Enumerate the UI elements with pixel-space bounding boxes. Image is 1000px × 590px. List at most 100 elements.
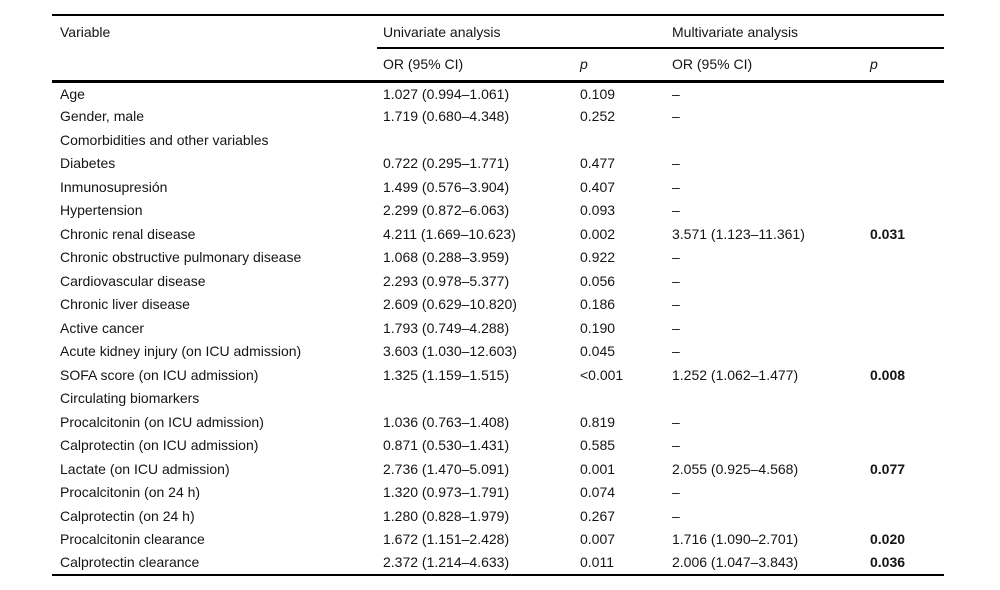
table-row: SOFA score (on ICU admission) 1.325 (1.1… — [52, 363, 944, 387]
multivariate-p-cell — [864, 481, 944, 505]
multivariate-p-cell: 0.020 — [870, 531, 906, 548]
multivariate-p-cell — [864, 316, 944, 340]
table-row: Active cancer 1.793 (0.749–4.288) 0.190 … — [52, 316, 944, 340]
multivariate-or-cell: – — [672, 178, 680, 195]
table-row: Comorbidities and other variables — [52, 128, 944, 152]
multivariate-p-cell — [864, 199, 944, 223]
multivariate-p-cell: 0.077 — [870, 460, 906, 477]
variable-cell: Calprotectin (on ICU admission) — [60, 437, 259, 454]
multivariate-p-cell — [864, 152, 944, 176]
regression-table: Variable Univariate analysis Multivariat… — [52, 14, 944, 576]
univariate-p-cell: 0.045 — [580, 343, 616, 360]
multivariate-or-cell: – — [672, 319, 680, 336]
univariate-p-cell: 0.267 — [580, 507, 616, 524]
table-row: Cardiovascular disease 2.293 (0.978–5.37… — [52, 269, 944, 293]
variable-cell: Lactate (on ICU admission) — [60, 460, 230, 477]
univariate-or-cell — [377, 387, 574, 411]
univariate-p-cell: 0.074 — [580, 484, 616, 501]
table-row: Inmunosupresión 1.499 (0.576–3.904) 0.40… — [52, 175, 944, 199]
variable-cell: Acute kidney injury (on ICU admission) — [60, 343, 302, 360]
univariate-or-cell: 2.736 (1.470–5.091) — [383, 460, 510, 477]
univariate-or-cell: 1.027 (0.994–1.061) — [383, 85, 510, 102]
table-row: Calprotectin (on ICU admission) 0.871 (0… — [52, 434, 944, 458]
univariate-p-cell: 0.186 — [580, 296, 616, 313]
multivariate-or-cell: – — [672, 202, 680, 219]
multivariate-p-cell — [864, 387, 944, 411]
multivariate-or-cell: – — [672, 413, 680, 430]
multivariate-or-cell: – — [672, 85, 680, 102]
variable-cell: Comorbidities and other variables — [60, 131, 269, 148]
multivariate-or-cell: – — [672, 155, 680, 172]
univariate-or-cell: 3.603 (1.030–12.603) — [383, 343, 517, 360]
univariate-p-cell: 0.585 — [580, 437, 616, 454]
variable-cell: Procalcitonin clearance — [60, 531, 205, 548]
univariate-or-cell: 2.299 (0.872–6.063) — [383, 202, 510, 219]
variable-cell: Diabetes — [60, 155, 116, 172]
univariate-p-cell: 0.007 — [580, 531, 616, 548]
univariate-p-cell: 0.093 — [580, 202, 616, 219]
multivariate-or-header: OR (95% CI) — [666, 48, 864, 83]
multivariate-p-cell — [864, 246, 944, 270]
multivariate-p-header: p — [864, 48, 944, 83]
univariate-p-cell: 0.252 — [580, 108, 616, 125]
sub-header-row: OR (95% CI) p OR (95% CI) p — [52, 48, 944, 83]
multivariate-or-cell — [666, 387, 864, 411]
variable-cell: Chronic obstructive pulmonary disease — [60, 249, 302, 266]
multivariate-or-cell: – — [672, 249, 680, 266]
table-row: Chronic renal disease 4.211 (1.669–10.62… — [52, 222, 944, 246]
multivariate-p-cell — [864, 340, 944, 364]
multivariate-or-cell: – — [672, 484, 680, 501]
multivariate-group-header: Multivariate analysis — [666, 14, 944, 49]
multivariate-p-cell — [864, 128, 944, 152]
multivariate-p-cell — [864, 434, 944, 458]
univariate-or-cell: 1.280 (0.828–1.979) — [383, 507, 510, 524]
table-row: Acute kidney injury (on ICU admission) 3… — [52, 340, 944, 364]
table-row: Diabetes 0.722 (0.295–1.771) 0.477 – — [52, 152, 944, 176]
variable-cell: Inmunosupresión — [60, 178, 168, 195]
multivariate-or-cell: – — [672, 507, 680, 524]
univariate-or-cell: 2.372 (1.214–4.633) — [377, 551, 574, 576]
table-row: Lactate (on ICU admission) 2.736 (1.470–… — [52, 457, 944, 481]
univariate-p-cell: 0.002 — [580, 225, 616, 242]
univariate-or-cell: 2.609 (0.629–10.820) — [383, 296, 517, 313]
variable-cell: SOFA score (on ICU admission) — [60, 366, 259, 383]
univariate-p-cell: 0.109 — [580, 85, 616, 102]
univariate-or-header: OR (95% CI) — [377, 48, 574, 83]
variable-cell: Procalcitonin (on ICU admission) — [60, 413, 264, 430]
univariate-or-cell: 2.293 (0.978–5.377) — [383, 272, 510, 289]
multivariate-p-cell: 0.031 — [870, 225, 906, 242]
variable-subheader-spacer — [52, 48, 377, 83]
univariate-p-cell — [574, 387, 666, 411]
table-row: Age 1.027 (0.994–1.061) 0.109 – — [52, 81, 944, 105]
multivariate-or-cell: – — [672, 272, 680, 289]
univariate-or-cell: 1.036 (0.763–1.408) — [383, 413, 510, 430]
variable-column-header: Variable — [52, 14, 377, 48]
table-row: Calprotectin clearance 2.372 (1.214–4.63… — [52, 551, 944, 576]
table-row: Chronic obstructive pulmonary disease 1.… — [52, 246, 944, 270]
multivariate-p-cell — [864, 410, 944, 434]
univariate-p-cell — [574, 128, 666, 152]
univariate-or-cell — [377, 128, 574, 152]
univariate-p-header: p — [574, 48, 666, 83]
multivariate-or-cell: – — [672, 343, 680, 360]
univariate-p-cell: 0.056 — [580, 272, 616, 289]
multivariate-or-cell: – — [672, 108, 680, 125]
univariate-p-cell: 0.477 — [580, 155, 616, 172]
results-table: Variable Univariate analysis Multivariat… — [52, 14, 944, 576]
multivariate-p-cell — [864, 504, 944, 528]
multivariate-or-cell: 1.716 (1.090–2.701) — [672, 531, 799, 548]
table-body: Age 1.027 (0.994–1.061) 0.109 – Gender, … — [52, 81, 944, 576]
univariate-p-cell: 0.001 — [580, 460, 616, 477]
multivariate-or-cell: 3.571 (1.123–11.361) — [672, 225, 805, 242]
variable-cell: Procalcitonin (on 24 h) — [60, 484, 201, 501]
variable-cell: Circulating biomarkers — [60, 390, 200, 407]
multivariate-p-cell — [864, 269, 944, 293]
table-row: Circulating biomarkers — [52, 387, 944, 411]
multivariate-or-cell: 1.252 (1.062–1.477) — [672, 366, 799, 383]
univariate-p-cell: 0.819 — [580, 413, 616, 430]
table-row: Procalcitonin (on 24 h) 1.320 (0.973–1.7… — [52, 481, 944, 505]
univariate-or-cell: 0.871 (0.530–1.431) — [383, 437, 510, 454]
variable-cell: Calprotectin clearance — [52, 551, 377, 576]
variable-cell: Active cancer — [60, 319, 145, 336]
variable-cell: Cardiovascular disease — [60, 272, 206, 289]
